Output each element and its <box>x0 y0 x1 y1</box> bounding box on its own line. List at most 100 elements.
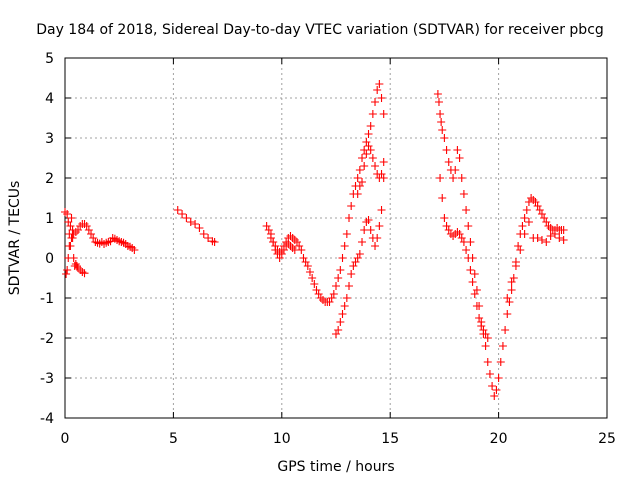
data-point <box>355 182 364 190</box>
data-points <box>61 80 568 400</box>
data-point <box>440 134 449 142</box>
data-point <box>327 294 336 302</box>
data-point <box>451 166 460 174</box>
data-point <box>362 150 371 158</box>
data-point <box>334 274 343 282</box>
data-point <box>358 238 367 246</box>
data-point <box>62 270 71 278</box>
data-point <box>449 232 458 240</box>
data-point <box>375 80 384 88</box>
data-point <box>375 174 384 182</box>
data-point <box>366 122 375 130</box>
data-point <box>377 206 386 214</box>
data-point <box>358 178 367 186</box>
series-8 <box>433 90 568 400</box>
data-point <box>555 234 564 242</box>
data-point <box>182 214 191 222</box>
data-point <box>436 110 445 118</box>
x-tick-label: 15 <box>381 431 399 447</box>
data-point <box>329 290 338 298</box>
data-point <box>292 238 301 246</box>
data-point <box>468 278 477 286</box>
y-tick-label: 0 <box>45 251 54 267</box>
data-point <box>288 234 297 242</box>
data-point <box>288 244 297 252</box>
data-point <box>61 208 69 216</box>
data-point <box>440 214 449 222</box>
data-point <box>533 202 542 210</box>
data-point <box>310 280 319 288</box>
data-point <box>347 270 356 278</box>
data-point <box>457 234 466 242</box>
grid-lines <box>65 58 607 418</box>
data-point <box>501 326 510 334</box>
data-point <box>80 269 89 278</box>
data-point <box>535 206 544 214</box>
y-axis-label: SDTVAR / TECUs <box>7 181 23 296</box>
series-1 <box>61 208 139 254</box>
data-point <box>559 226 568 234</box>
data-point <box>102 238 111 247</box>
data-point <box>462 246 471 254</box>
data-point <box>494 374 503 382</box>
data-point <box>130 246 139 254</box>
y-tick-label: -2 <box>40 331 54 347</box>
data-point <box>509 274 518 282</box>
data-point <box>442 146 451 154</box>
data-point <box>279 246 288 254</box>
data-point <box>475 314 484 322</box>
series-2 <box>62 214 89 278</box>
data-point <box>540 214 549 222</box>
series-7 <box>353 142 388 198</box>
data-point <box>362 138 371 146</box>
data-point <box>353 190 362 198</box>
data-point <box>314 290 323 298</box>
data-point <box>371 162 380 170</box>
data-point <box>360 162 369 170</box>
data-point <box>507 286 516 294</box>
data-point <box>438 194 447 202</box>
data-point <box>68 234 77 242</box>
data-point <box>347 202 356 210</box>
data-point <box>511 262 520 270</box>
data-point <box>199 230 208 238</box>
data-point <box>358 154 367 162</box>
data-point <box>262 222 271 230</box>
data-point <box>349 262 358 270</box>
data-point <box>466 266 475 274</box>
data-point <box>277 250 286 258</box>
data-point <box>353 254 362 262</box>
data-point <box>128 244 137 252</box>
data-point <box>503 294 512 302</box>
data-point <box>66 222 75 230</box>
data-point <box>82 222 91 230</box>
data-point <box>210 238 219 246</box>
data-point <box>366 146 375 154</box>
data-point <box>522 206 531 214</box>
data-point <box>436 174 445 182</box>
series-9 <box>436 174 492 342</box>
data-point <box>290 236 299 244</box>
data-point <box>342 230 351 238</box>
data-point <box>481 330 490 338</box>
data-point <box>472 302 481 310</box>
data-point <box>364 216 373 224</box>
x-tick-label: 25 <box>598 431 616 447</box>
data-point <box>264 226 273 234</box>
data-point <box>275 254 284 262</box>
data-point <box>84 226 93 234</box>
data-point <box>286 242 295 250</box>
data-point <box>74 226 83 234</box>
data-point <box>498 342 507 350</box>
data-point <box>373 234 382 242</box>
data-point <box>65 242 74 250</box>
data-point <box>63 266 72 274</box>
data-point <box>516 246 525 254</box>
data-point <box>284 240 293 248</box>
data-point <box>271 246 280 254</box>
data-point <box>191 220 200 228</box>
data-point <box>559 236 568 244</box>
chart-title: Day 184 of 2018, Sidereal Day-to-day VTE… <box>36 22 604 38</box>
data-point <box>334 326 343 334</box>
